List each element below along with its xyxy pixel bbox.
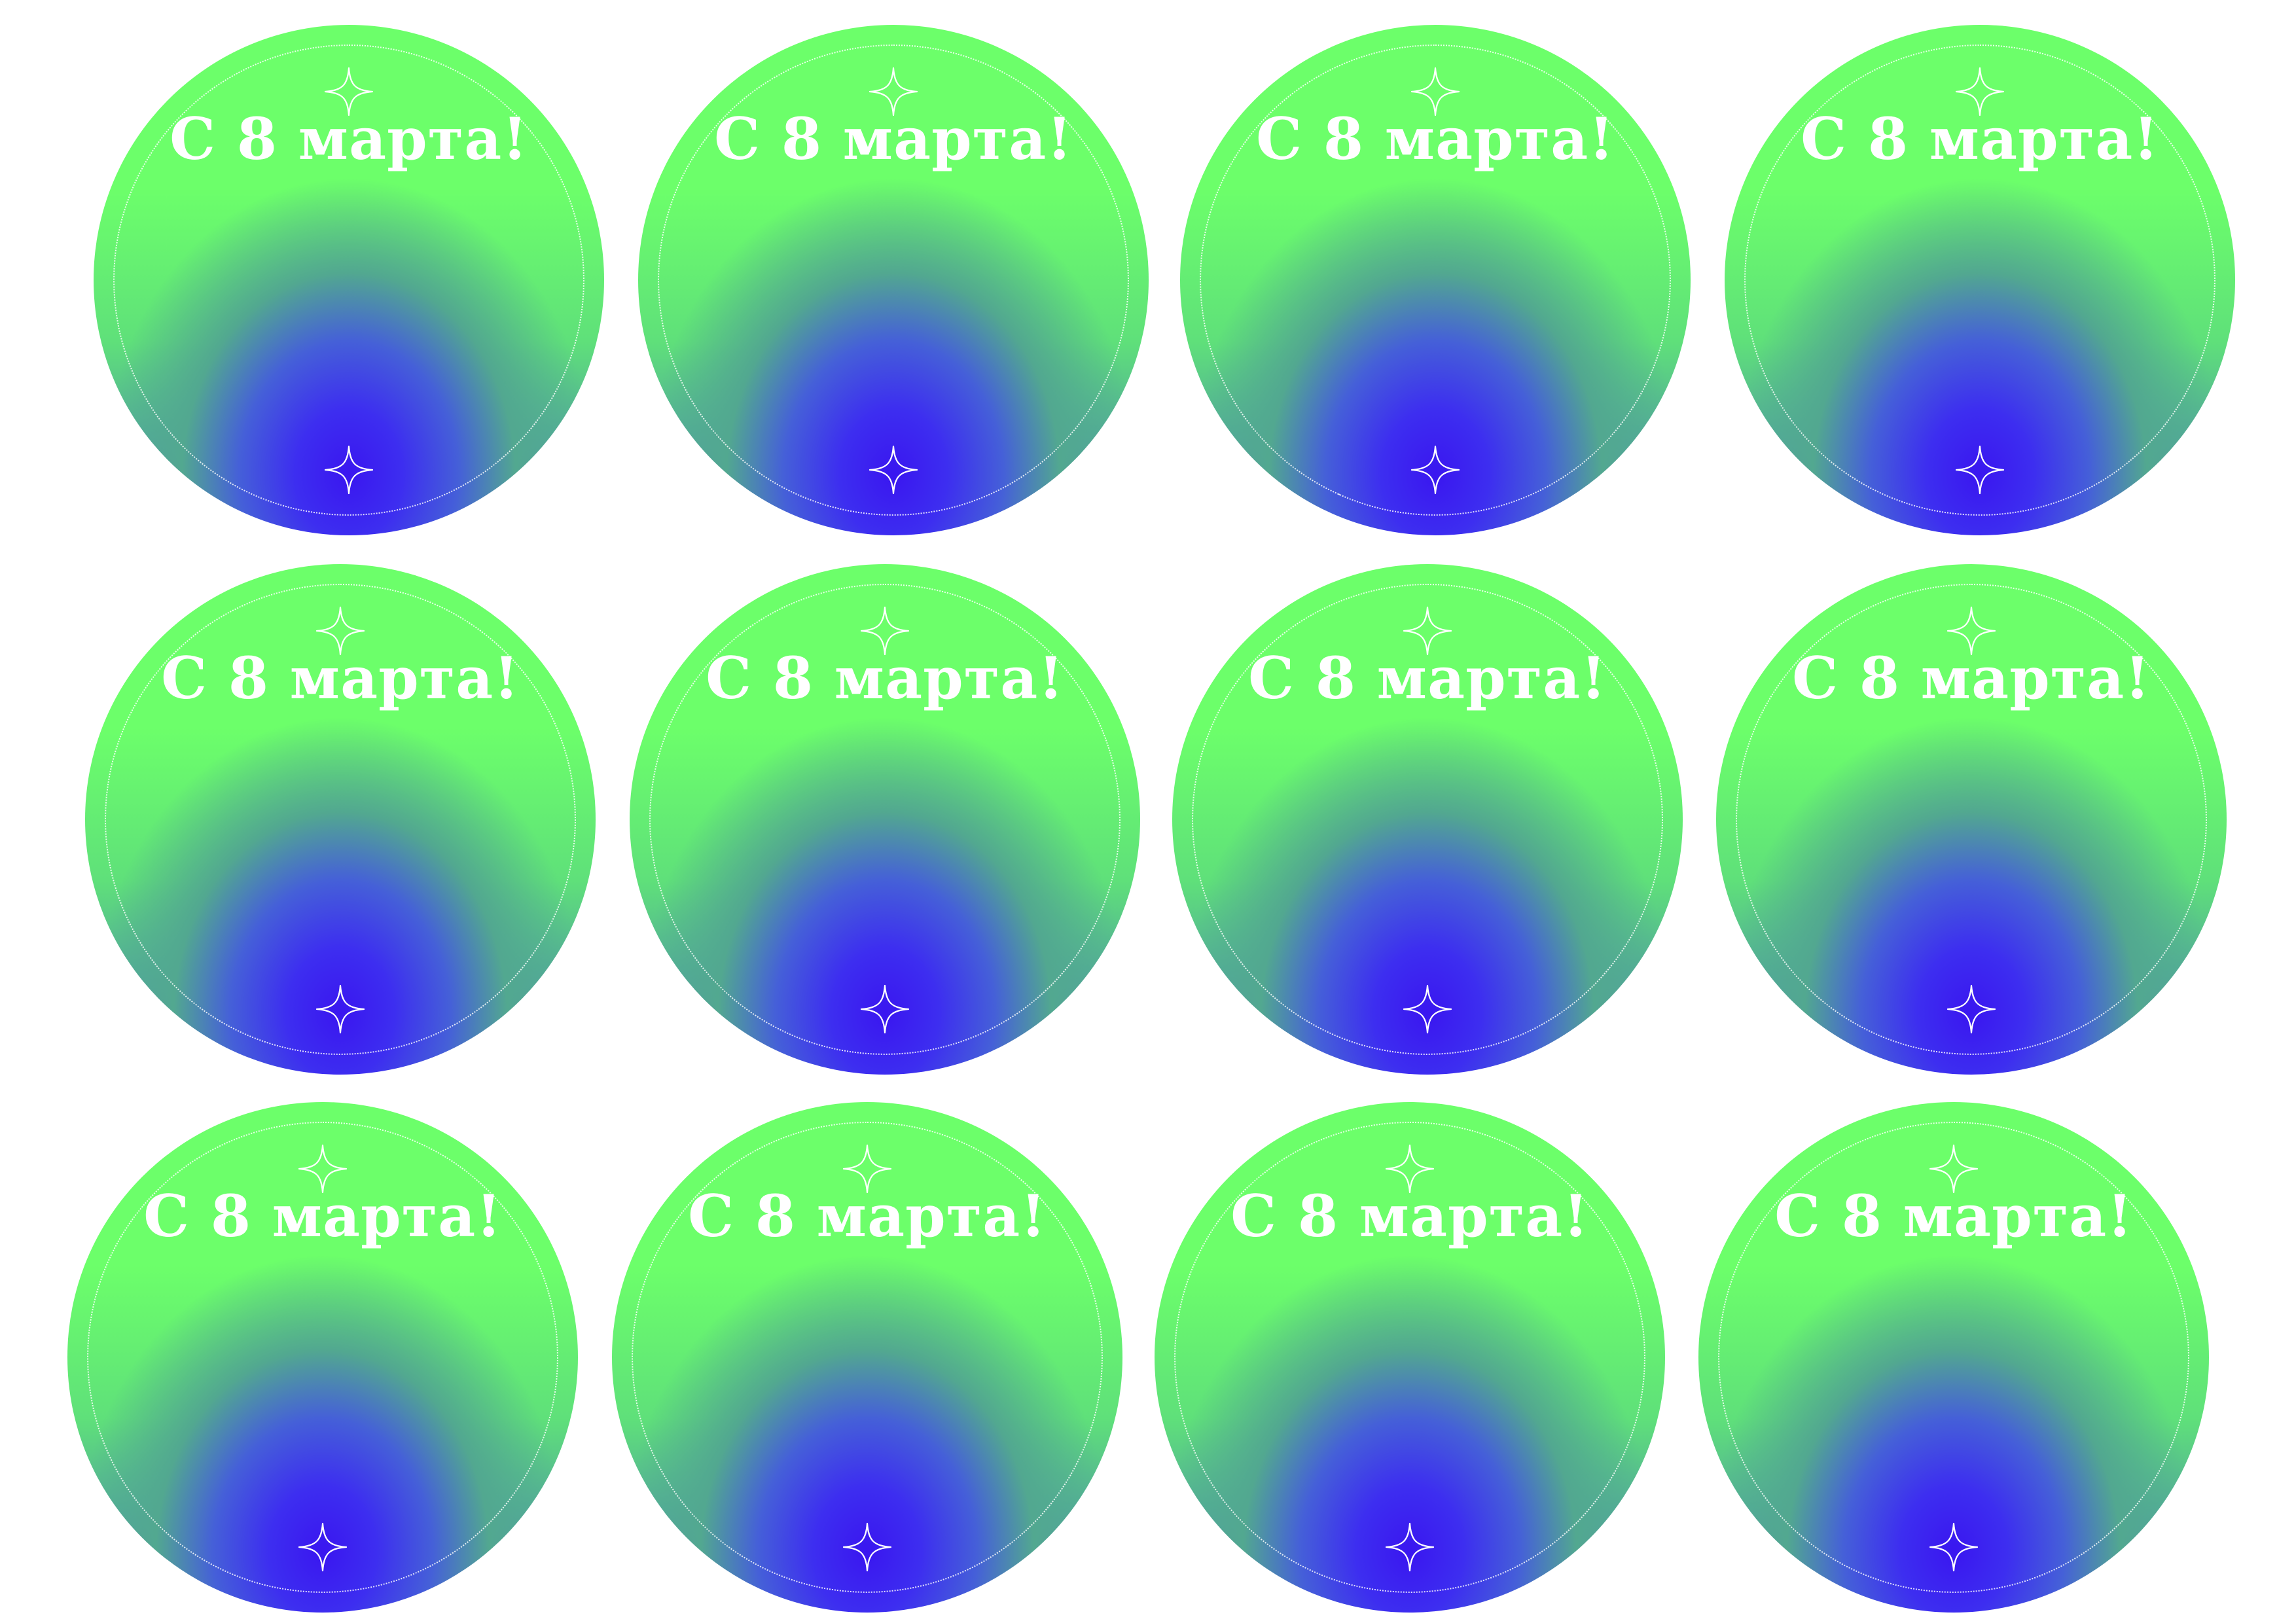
greeting-text: С 8 марта! [170, 105, 528, 173]
dotted-border-ring [113, 45, 584, 516]
sticker: С 8 марта! [612, 1102, 1122, 1613]
sparkle-icon [867, 65, 920, 118]
sticker: С 8 марта! [94, 25, 604, 535]
dotted-border-ring [1718, 1122, 2189, 1593]
greeting-text: С 8 марта! [1792, 644, 2151, 712]
dotted-border-ring [658, 45, 1129, 516]
sparkle-icon [859, 605, 911, 657]
sparkle-icon [867, 444, 920, 496]
sticker: С 8 марта! [1725, 25, 2235, 535]
greeting-text: С 8 марта! [1774, 1182, 2133, 1250]
dotted-border-ring [1200, 45, 1671, 516]
greeting-text: С 8 марта! [714, 105, 1073, 173]
sticker: С 8 марта! [638, 25, 1149, 535]
sparkle-icon [1401, 605, 1454, 657]
sparkle-icon [323, 444, 375, 496]
dotted-border-ring [1174, 1122, 1645, 1593]
dotted-border-ring [1736, 584, 2207, 1055]
sticker: С 8 марта! [67, 1102, 578, 1613]
dotted-border-ring [632, 1122, 1103, 1593]
sparkle-icon [1401, 983, 1454, 1035]
sparkle-icon [1384, 1521, 1436, 1573]
sparkle-icon [1928, 1143, 1980, 1195]
greeting-text: С 8 марта! [161, 644, 520, 712]
dotted-border-ring [87, 1122, 558, 1593]
dotted-border-ring [649, 584, 1121, 1055]
sparkle-icon [1945, 983, 1998, 1035]
sparkle-icon [859, 983, 911, 1035]
greeting-text: С 8 марта! [1801, 105, 2159, 173]
greeting-text: С 8 марта! [688, 1182, 1047, 1250]
greeting-text: С 8 марта! [143, 1182, 502, 1250]
sparkle-icon [314, 983, 367, 1035]
greeting-text: С 8 марта! [1248, 644, 1607, 712]
greeting-text: С 8 марта! [1230, 1182, 1589, 1250]
sparkle-icon [1954, 444, 2006, 496]
sticker: С 8 марта! [630, 564, 1140, 1075]
sparkle-icon [1384, 1143, 1436, 1195]
sticker: С 8 марта! [1172, 564, 1683, 1075]
sparkle-icon [314, 605, 367, 657]
sparkle-icon [323, 65, 375, 118]
dotted-border-ring [1744, 45, 2215, 516]
sticker: С 8 марта! [85, 564, 596, 1075]
sparkle-icon [1928, 1521, 1980, 1573]
sparkle-icon [1945, 605, 1998, 657]
sticker: С 8 марта! [1180, 25, 1691, 535]
sticker: С 8 марта! [1155, 1102, 1665, 1613]
sparkle-icon [296, 1521, 349, 1573]
dotted-border-ring [105, 584, 576, 1055]
sparkle-icon [1409, 444, 1462, 496]
sparkle-icon [296, 1143, 349, 1195]
sparkle-icon [841, 1521, 893, 1573]
dotted-border-ring [1192, 584, 1663, 1055]
sparkle-icon [1409, 65, 1462, 118]
sparkle-icon [841, 1143, 893, 1195]
greeting-text: С 8 марта! [1256, 105, 1615, 173]
sticker: С 8 марта! [1698, 1102, 2209, 1613]
sticker: С 8 марта! [1716, 564, 2227, 1075]
sparkle-icon [1954, 65, 2006, 118]
greeting-text: С 8 марта! [706, 644, 1064, 712]
